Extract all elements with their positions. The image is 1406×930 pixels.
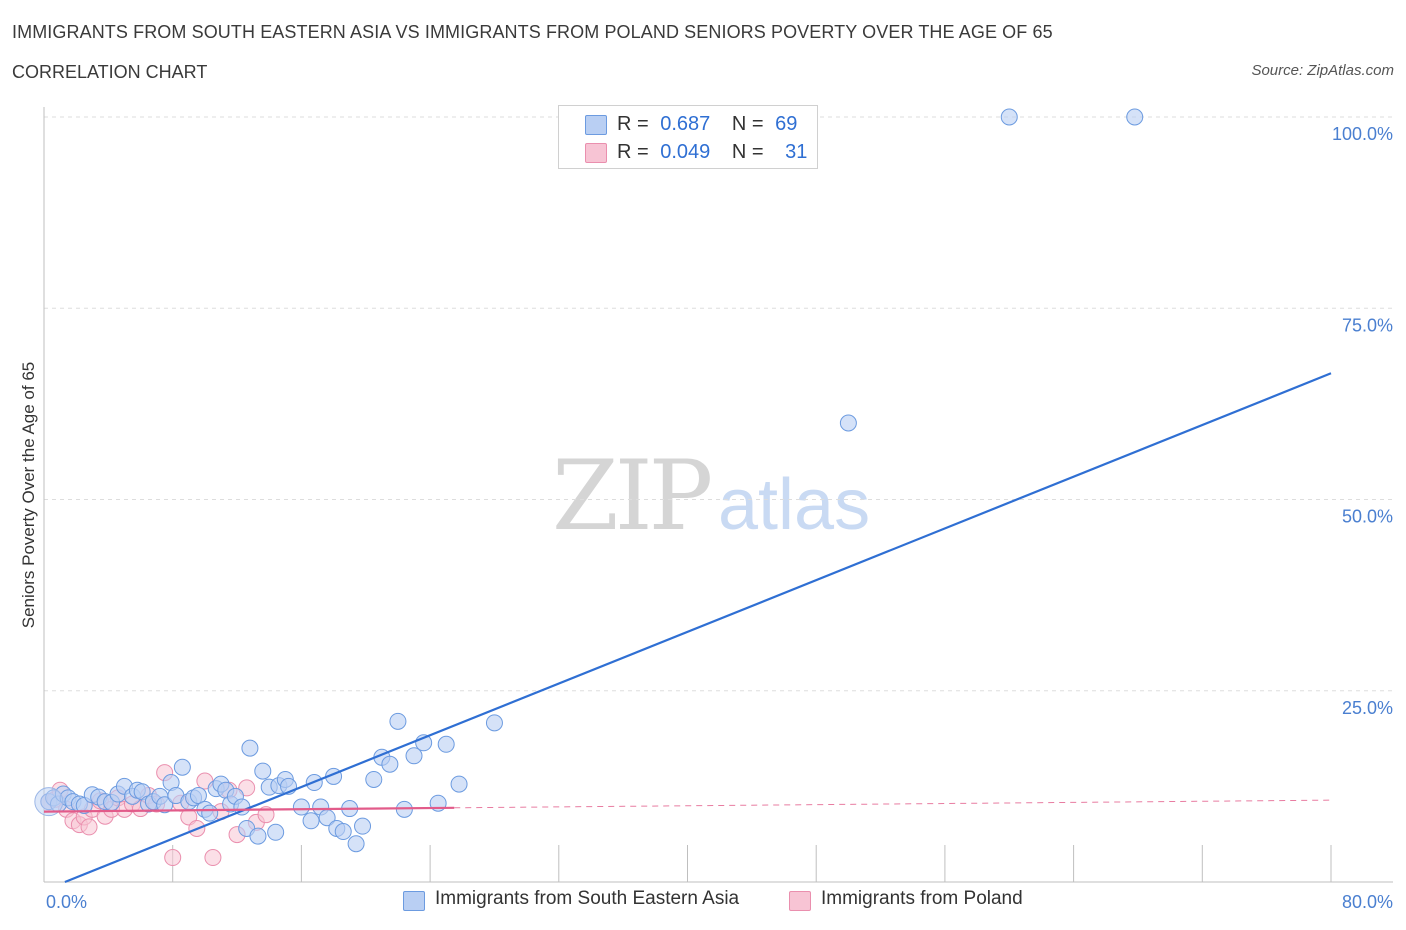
poland-point: [204, 849, 222, 867]
y-tick-label: 100.0%: [1332, 124, 1393, 144]
sea-point: [450, 775, 468, 793]
sea-point: [1126, 108, 1144, 126]
sea-points: [34, 108, 1144, 853]
y-tick-label: 25.0%: [1342, 698, 1393, 718]
sea-point: [302, 812, 320, 830]
poland-point: [80, 818, 98, 836]
trend-lines: [43, 372, 1332, 884]
chart-title: IMMIGRANTS FROM SOUTH EASTERN ASIA VS IM…: [12, 22, 1053, 42]
sea-point: [389, 712, 407, 730]
x-tick-label: 80.0%: [1342, 892, 1393, 912]
grid-lines: [44, 116, 1393, 692]
sea-point: [347, 835, 365, 853]
sea-point: [292, 798, 310, 816]
legend-r-label: R =: [617, 141, 649, 163]
legend-n-value: 69: [775, 113, 798, 135]
sea-point: [405, 747, 423, 765]
watermark-atlas: atlas: [718, 465, 871, 545]
y-axis-label: Seniors Poverty Over the Age of 65: [19, 362, 38, 628]
legend-n-value: 31: [785, 141, 808, 163]
sea-trend-line: [64, 372, 1332, 884]
sea-point: [839, 414, 857, 432]
sea-point: [254, 762, 272, 780]
legend-r-value: 0.049: [660, 141, 711, 163]
y-tick-label: 75.0%: [1342, 315, 1393, 335]
poland-trend-extension: [454, 799, 1332, 809]
bottom-legend-swatch-poland: [789, 891, 811, 911]
sea-point: [173, 758, 191, 776]
sea-point: [1000, 108, 1018, 126]
sea-point: [485, 714, 503, 732]
legend-swatch-sea: [585, 115, 607, 135]
sea-point: [249, 827, 267, 845]
axes: [43, 107, 1393, 883]
source-label: Source: ZipAtlas.com: [1251, 62, 1394, 79]
sea-point: [189, 787, 207, 805]
sea-point: [365, 770, 383, 788]
poland-points: [40, 764, 275, 867]
sea-point: [381, 755, 399, 773]
chart-subtitle: CORRELATION CHART: [12, 62, 208, 82]
bottom-legend-label-poland: Immigrants from Poland: [821, 888, 1023, 909]
x-tick-label: 0.0%: [46, 892, 87, 912]
poland-point: [164, 849, 182, 867]
tick-labels: 100.0% 75.0% 50.0% 25.0% 0.0% 80.0%: [46, 124, 1393, 912]
bottom-legend-swatch-sea: [403, 891, 425, 911]
bottom-legend-label-sea: Immigrants from South Eastern Asia: [435, 888, 740, 909]
sea-point: [354, 817, 372, 835]
sea-point-cluster: [34, 787, 64, 817]
watermark-zip: ZIP: [552, 440, 713, 552]
sea-point: [201, 804, 219, 822]
sea-point: [334, 823, 352, 841]
sea-point: [241, 739, 259, 757]
sea-point: [156, 796, 174, 814]
sea-point: [267, 823, 285, 841]
poland-trend-line: [43, 806, 455, 813]
sea-point: [437, 735, 455, 753]
legend-r-label: R =: [617, 113, 649, 135]
y-tick-label: 50.0%: [1342, 507, 1393, 527]
correlation-legend: R = 0.687 N = 69 R = 0.049 N = 31: [558, 105, 818, 169]
legend-swatch-poland: [585, 143, 607, 163]
legend-n-label: N =: [731, 141, 764, 163]
legend-r-value: 0.687: [660, 113, 711, 135]
legend-n-label: N =: [731, 113, 764, 135]
